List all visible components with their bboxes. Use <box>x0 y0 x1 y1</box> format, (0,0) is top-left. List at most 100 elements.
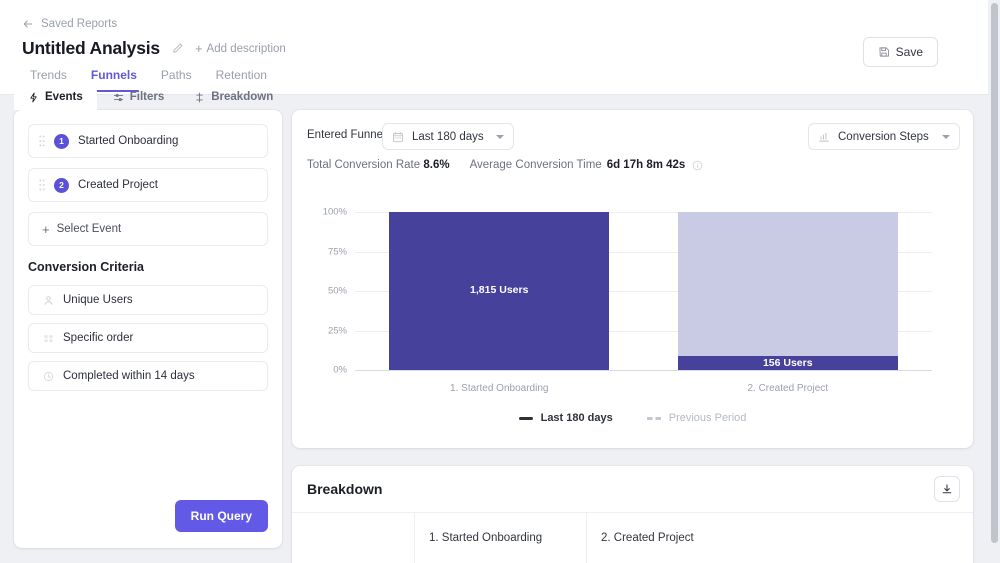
run-query-button[interactable]: Run Query <box>174 500 268 532</box>
select-event-button[interactable]: + Select Event <box>28 212 268 246</box>
drag-handle-icon[interactable] <box>39 135 45 147</box>
average-conversion-time-label: Average Conversion Time <box>469 159 602 171</box>
plus-icon: + <box>194 41 203 56</box>
date-range-dropdown[interactable]: Last 180 days <box>382 123 514 150</box>
funnel-plot: 100% 75% 50% 25% 0% 1,815 Users 1. Started On… <box>292 190 973 448</box>
tab-paths-label: Paths <box>160 68 192 82</box>
y-axis: 100% 75% 50% 25% 0% <box>302 190 347 390</box>
total-conversion-rate-stat: Total Conversion Rate 8.6% <box>307 159 450 171</box>
tab-retention-label: Retention <box>215 68 267 82</box>
panel-body: 1 Started Onboarding 2 Created Project +… <box>14 110 282 391</box>
title-row: Untitled Analysis + Add description <box>22 38 286 59</box>
bar-value-label-2: 156 Users <box>762 357 813 370</box>
tab-paths[interactable]: Paths <box>151 66 202 92</box>
view-mode-dropdown[interactable]: Conversion Steps <box>808 123 960 150</box>
event-label-1: Started Onboarding <box>78 135 179 147</box>
step-badge-1: 1 <box>54 133 69 149</box>
breakdown-title: Breakdown <box>307 481 383 497</box>
y-axis-tick-2: 50% <box>327 285 347 297</box>
x-axis-baseline <box>355 370 932 371</box>
filter-sliders-icon <box>113 93 123 101</box>
chart-legend: Last 180 days Previous Period <box>292 412 973 424</box>
breakdown-col-1: 1. Started Onboarding <box>414 513 586 563</box>
bolt-icon <box>30 92 37 102</box>
chart-stats: Total Conversion Rate 8.6% Average Conve… <box>307 159 703 171</box>
tab-trends[interactable]: Trends <box>20 66 77 92</box>
panel-tab-filters-label: Filters <box>129 91 165 103</box>
breakdown-col-2: 2. Created Project <box>586 513 973 563</box>
info-icon[interactable] <box>692 160 703 171</box>
legend-item-current[interactable]: Last 180 days <box>518 412 613 424</box>
plus-icon: + <box>42 221 50 237</box>
panel-tabs: Events Filters Breakdown <box>14 85 287 110</box>
tab-retention[interactable]: Retention <box>206 66 277 92</box>
user-icon <box>44 295 53 305</box>
clock-icon <box>43 371 54 381</box>
panel-tab-breakdown[interactable]: Breakdown <box>180 85 287 110</box>
tab-funnels[interactable]: Funnels <box>81 66 147 92</box>
arrow-left-icon <box>23 20 33 28</box>
panel-tab-filters[interactable]: Filters <box>99 85 179 110</box>
breakdown-split-icon <box>196 92 203 102</box>
y-axis-tick-0: 100% <box>322 206 347 218</box>
event-label-2: Created Project <box>78 179 158 191</box>
save-button-label: Save <box>895 45 923 59</box>
event-row-1[interactable]: 1 Started Onboarding <box>28 124 268 158</box>
select-event-label: Select Event <box>56 223 122 235</box>
breakdown-header: Breakdown <box>292 466 973 513</box>
add-description-label: Add description <box>206 42 286 55</box>
tab-funnels-label: Funnels <box>90 68 137 82</box>
page-scrollbar-thumb[interactable] <box>990 3 998 543</box>
gridline-2 <box>355 291 932 292</box>
tab-trends-label: Trends <box>30 68 67 82</box>
criteria-label-2: Completed within 14 days <box>63 370 195 382</box>
legend-label-current: Last 180 days <box>540 412 613 424</box>
event-row-2[interactable]: 2 Created Project <box>28 168 268 202</box>
y-axis-tick-1: 75% <box>327 246 347 257</box>
legend-item-previous[interactable]: Previous Period <box>646 412 746 424</box>
conversion-criteria-heading: Conversion Criteria <box>28 260 145 274</box>
bar-value-label-1: 1,815 Users <box>470 284 529 296</box>
breakdown-col-0 <box>292 513 414 563</box>
average-conversion-time-value: 6d 17h 8m 42s <box>606 159 686 171</box>
panel-tab-breakdown-label: Breakdown <box>211 91 274 103</box>
calendar-icon <box>393 131 403 142</box>
back-to-saved-reports-link[interactable]: Saved Reports <box>22 18 117 30</box>
drag-handle-icon[interactable] <box>39 179 45 191</box>
chevron-down-icon <box>495 134 504 139</box>
gridline-1 <box>355 251 932 253</box>
funnel-chart-card: Entered Funnel Last 180 days Conversion … <box>292 110 973 448</box>
legend-swatch-solid <box>518 416 533 420</box>
breakdown-table-header-row: 1. Started Onboarding 2. Created Project <box>292 513 973 563</box>
criteria-row-completed-within[interactable]: Completed within 14 days <box>28 361 268 391</box>
grid-icon <box>44 334 53 342</box>
main-tabs: Trends Funnels Paths Retention <box>20 66 277 92</box>
download-button[interactable] <box>934 476 960 502</box>
x-axis-label-1: 1. Started Onboarding <box>450 383 549 394</box>
panel-tab-events[interactable]: Events <box>14 85 97 110</box>
date-range-value: Last 180 days <box>412 130 484 143</box>
total-conversion-rate-label: Total Conversion Rate <box>307 159 421 171</box>
view-mode-value: Conversion Steps <box>838 130 929 143</box>
back-link-label: Saved Reports <box>41 18 118 30</box>
criteria-row-specific-order[interactable]: Specific order <box>28 323 268 353</box>
breakdown-card: Breakdown 1. Started Onboarding 2. Creat… <box>292 466 973 563</box>
y-axis-tick-4: 0% <box>333 364 347 376</box>
criteria-label-0: Unique Users <box>63 294 133 306</box>
pencil-icon[interactable] <box>171 42 184 55</box>
bar-current-1[interactable]: 1,815 Users <box>389 212 610 370</box>
save-disk-icon <box>879 47 889 57</box>
criteria-row-unique-users[interactable]: Unique Users <box>28 285 268 315</box>
download-icon <box>942 484 952 494</box>
top-header: Saved Reports Untitled Analysis + Add de… <box>0 0 988 95</box>
total-conversion-rate-value: 8.6% <box>423 159 450 171</box>
bar-current-2[interactable]: 156 Users <box>677 356 898 370</box>
entered-funnel-label: Entered Funnel <box>307 129 386 141</box>
bar-previous-2[interactable] <box>677 212 898 370</box>
add-description-button[interactable]: + Add description <box>195 42 286 55</box>
page-scrollbar-track[interactable] <box>988 0 1000 563</box>
query-builder-panel: Events Filters Breakdown 1 Started Onboa… <box>14 85 282 548</box>
save-button[interactable]: Save <box>862 37 938 67</box>
criteria-label-1: Specific order <box>63 332 134 344</box>
